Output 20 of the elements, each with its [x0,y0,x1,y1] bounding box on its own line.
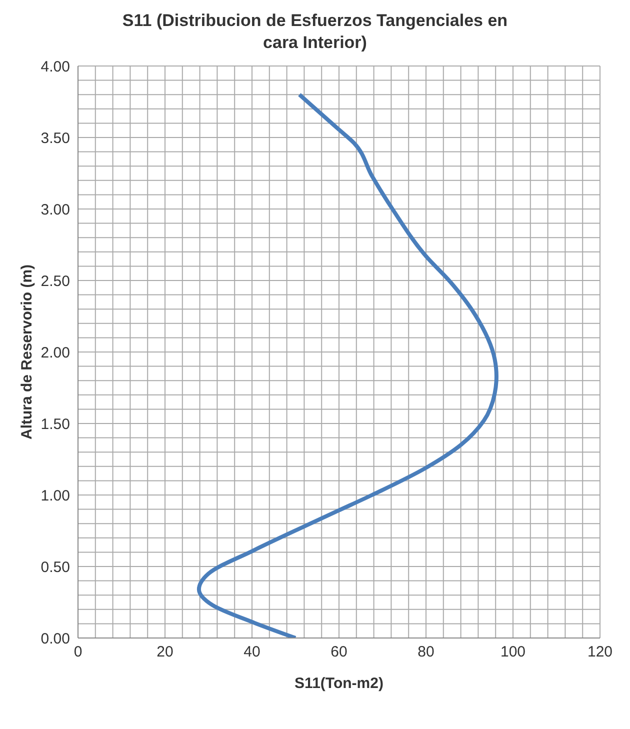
line-series [196,92,498,638]
chart-title: S11 (Distribucion de Esfuerzos Tangenciales en cara Interior) [121,10,509,54]
y-tick-label: 1.50 [40,416,70,433]
y-tick-label: 4.00 [40,58,70,76]
y-tick-label: 0.00 [40,630,70,648]
y-tick-label: 2.00 [40,344,70,362]
y-tick-label: 3.00 [40,201,70,218]
y-tick-label: 3.50 [40,130,70,147]
x-tick-label: 0 [74,644,82,661]
x-tick-label: 100 [500,644,526,661]
y-tick-label: 0.50 [40,558,70,576]
y-tick-label: 1.00 [40,487,70,504]
y-axis-title: Altura de Reservorio (m) [18,264,36,440]
x-tick-label: 20 [156,644,174,661]
x-tick-label: 120 [587,644,613,661]
x-tick-label: 60 [330,644,348,661]
x-axis-title: S11(Ton-m2) [294,675,384,692]
y-tick-label: 2.50 [40,272,70,290]
x-tick-label: 40 [244,644,260,661]
x-tick-label: 80 [418,644,434,661]
